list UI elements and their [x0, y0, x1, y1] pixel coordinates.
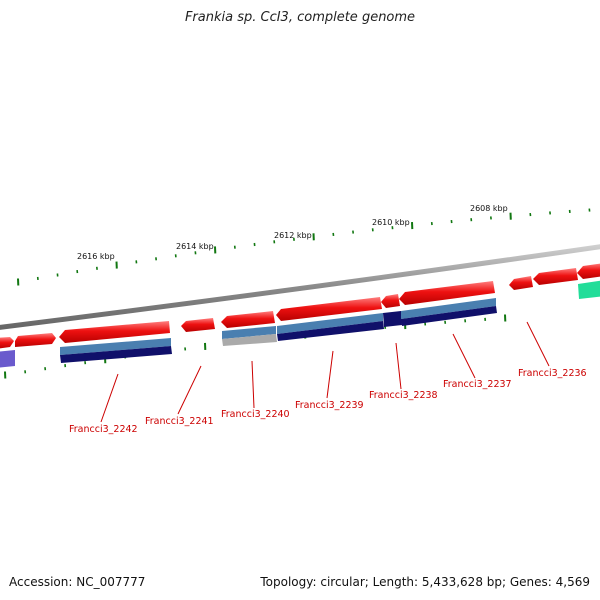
feature-band-steel	[277, 313, 383, 334]
scale-label-2616: 2616 kbp	[77, 252, 115, 261]
map-title: Frankia sp. CcI3, complete genome	[184, 10, 416, 25]
gene-labels: Francci3_2242 Francci3_2241 Francci3_224…	[69, 368, 587, 435]
feature-band-steel	[401, 298, 496, 319]
forward-genes	[0, 263, 600, 349]
feature-band-purple	[0, 350, 15, 368]
leader-line	[452, 333, 476, 379]
scale-label-2614: 2614 kbp	[176, 242, 214, 251]
label-leaders	[100, 321, 550, 423]
leader-line	[100, 373, 119, 423]
feature-band-steel	[222, 326, 276, 339]
gene-arrow	[181, 318, 215, 332]
scale-label-2610: 2610 kbp	[372, 218, 410, 227]
gene-arrow	[509, 276, 533, 290]
gene-label-2241[interactable]: Francci3_2241	[145, 416, 214, 427]
feature-band-navy	[401, 306, 497, 326]
gene-label-2242[interactable]: Francci3_2242	[69, 424, 138, 435]
feature-bands	[0, 280, 600, 368]
gene-arrow	[577, 263, 600, 279]
scale-label-2612: 2612 kbp	[274, 231, 312, 240]
scale-label-2608: 2608 kbp	[470, 204, 508, 213]
gene-arrow	[533, 268, 578, 285]
gene-arrow	[381, 294, 400, 308]
feature-band-navy	[60, 346, 172, 363]
gene-label-2240[interactable]: Francci3_2240	[221, 409, 290, 420]
leader-line	[177, 365, 202, 415]
feature-band-gray	[222, 334, 277, 346]
topology-text: Topology: circular; Length: 5,433,628 bp…	[260, 575, 590, 589]
gene-label-2239[interactable]: Francci3_2239	[295, 400, 364, 411]
gene-arrow	[399, 281, 495, 305]
genome-backbone	[0, 244, 600, 330]
gene-arrow	[15, 333, 56, 347]
feature-band-teal	[578, 280, 600, 299]
leader-line	[395, 342, 402, 390]
leader-line	[251, 360, 255, 409]
gene-arrow	[59, 321, 170, 343]
scale-labels: 2616 kbp 2614 kbp 2612 kbp 2610 kbp 2608…	[77, 204, 508, 261]
feature-band-navy	[277, 321, 384, 341]
leader-line	[526, 321, 550, 367]
accession-text: Accession: NC_007777	[9, 575, 146, 589]
gene-label-2236[interactable]: Francci3_2236	[518, 368, 587, 379]
leader-line	[326, 350, 334, 399]
feature-band-steel	[60, 338, 171, 355]
gene-arrow	[0, 337, 14, 349]
outer-tick-track	[17, 208, 591, 286]
feature-band-navy	[383, 311, 402, 327]
gene-label-2238[interactable]: Francci3_2238	[369, 390, 438, 401]
gene-arrow	[276, 297, 382, 321]
gene-label-2237[interactable]: Francci3_2237	[443, 379, 512, 390]
gene-arrow	[221, 311, 275, 328]
